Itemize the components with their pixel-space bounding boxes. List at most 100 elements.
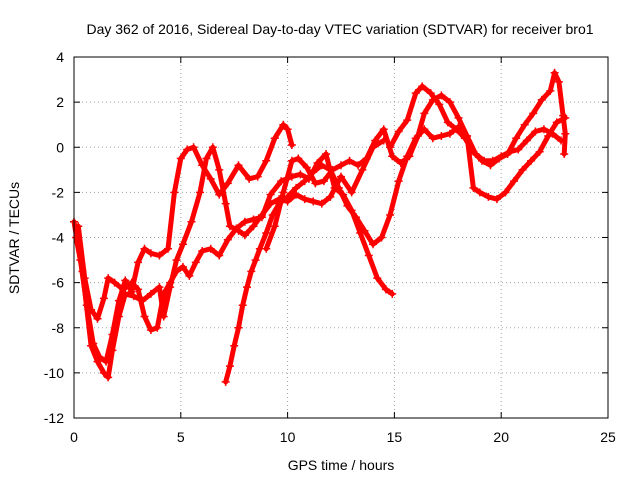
data-point-marker (223, 235, 232, 244)
data-point-marker (292, 183, 301, 192)
data-point-marker (452, 125, 461, 134)
data-point-marker (351, 213, 360, 222)
series-line (75, 151, 395, 333)
data-point-marker (206, 244, 215, 253)
data-point-marker (356, 228, 365, 237)
data-point-marker (531, 127, 540, 136)
data-point-marker (99, 294, 108, 303)
data-point-marker (334, 183, 343, 192)
data-point-marker (234, 323, 243, 332)
data-point-marker (215, 251, 224, 260)
data-point-marker (87, 305, 96, 314)
data-point-marker (155, 283, 164, 292)
data-point-marker (176, 154, 185, 163)
data-point-marker (127, 278, 136, 287)
data-point-marker (328, 165, 337, 174)
data-point-marker (208, 143, 217, 152)
data-point-marker (520, 120, 529, 129)
data-point-marker (309, 197, 318, 206)
data-point-marker (552, 118, 561, 127)
data-point-marker (221, 199, 230, 208)
y-tick-label: 0 (56, 139, 64, 155)
data-point-marker (396, 159, 405, 168)
data-point-marker (262, 156, 271, 165)
data-point-marker (413, 131, 422, 140)
data-point-marker (262, 244, 271, 253)
data-point-marker (527, 156, 536, 165)
data-point-marker (546, 86, 555, 95)
data-point-marker (232, 224, 241, 233)
series-line (223, 124, 564, 385)
data-point-marker (347, 188, 356, 197)
data-point-marker (469, 183, 478, 192)
y-axis-tick-labels: -12 -10 -8 -6 -4 -2 0 2 4 (44, 49, 64, 426)
data-point-marker (221, 377, 230, 386)
data-point-marker (371, 136, 380, 145)
data-point-marker (484, 192, 493, 201)
data-point-marker (287, 140, 296, 149)
data-point-marker (337, 172, 345, 181)
data-point-marker (257, 213, 266, 222)
data-series (70, 68, 570, 386)
data-point-marker (234, 161, 243, 170)
y-tick-label: -12 (44, 410, 64, 426)
data-point-marker (99, 368, 108, 377)
data-point-marker (311, 179, 320, 188)
data-point-marker (337, 161, 345, 170)
data-point-marker (146, 289, 155, 298)
data-point-marker (300, 177, 309, 186)
data-point-marker (386, 143, 395, 152)
data-point-marker (108, 346, 117, 355)
x-tick-label: 5 (177, 429, 185, 445)
data-point-marker (435, 100, 444, 109)
data-point-marker (559, 111, 568, 120)
data-point-marker (296, 170, 305, 179)
data-point-marker (381, 285, 390, 294)
data-point-marker (166, 278, 175, 287)
data-point-marker (240, 217, 249, 226)
data-point-marker (486, 161, 495, 170)
data-point-marker (146, 249, 155, 258)
data-point-marker (560, 150, 569, 159)
data-point-marker (379, 125, 388, 134)
y-axis-label: SDTVAR / TECUs (6, 182, 22, 294)
data-point-marker (529, 109, 538, 118)
data-point-marker (418, 82, 427, 91)
data-point-marker (243, 283, 252, 292)
data-point-marker (153, 323, 162, 332)
x-axis-tick-labels: 0 5 10 15 20 25 (70, 429, 616, 445)
data-point-marker (140, 244, 149, 253)
data-point-marker (247, 267, 256, 276)
data-point-marker (460, 134, 469, 143)
data-point-marker (121, 289, 130, 298)
data-point-marker (283, 125, 292, 134)
data-point-marker (119, 285, 128, 294)
data-point-marker (518, 165, 527, 174)
data-point-marker (539, 125, 548, 134)
data-point-marker (198, 247, 207, 256)
data-point-marker (129, 292, 138, 301)
data-point-marker (343, 201, 352, 210)
data-point-marker (225, 362, 234, 371)
data-point-marker (437, 131, 446, 140)
data-point-marker (253, 172, 262, 181)
data-point-marker (477, 156, 486, 165)
x-tick-label: 0 (70, 429, 78, 445)
y-tick-label: -4 (52, 230, 65, 246)
data-point-marker (420, 109, 429, 118)
data-point-marker (469, 147, 478, 156)
data-point-marker (475, 188, 484, 197)
data-point-marker (93, 357, 102, 366)
data-point-marker (283, 192, 292, 201)
data-point-marker (240, 231, 249, 240)
data-point-marker (426, 89, 435, 98)
y-tick-label: 4 (56, 49, 64, 65)
data-point-marker (196, 188, 205, 197)
plot-frame (73, 56, 609, 419)
data-point-marker (445, 98, 454, 107)
grid-lines (74, 57, 608, 418)
data-point-marker (319, 177, 328, 186)
data-point-marker (437, 91, 446, 100)
data-point-marker (322, 150, 331, 159)
data-point-marker (364, 251, 373, 260)
